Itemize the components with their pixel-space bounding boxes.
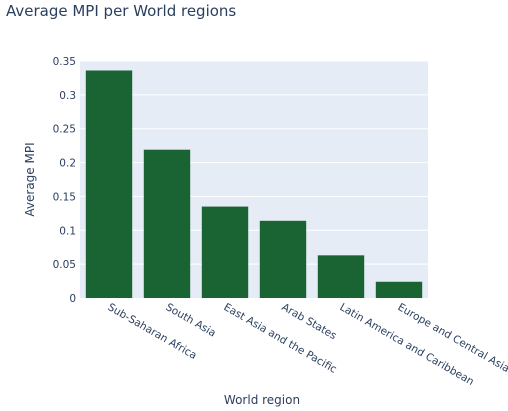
y-tick-label: 0.15 (53, 191, 76, 203)
y-tick-labels: 0 0.05 0.1 0.15 0.2 0.25 0.3 0.35 (53, 56, 76, 305)
y-tick-label: 0.1 (59, 225, 76, 237)
chart-title: Average MPI per World regions (6, 2, 236, 20)
bar (317, 255, 365, 298)
bar (201, 206, 249, 298)
x-tick-label: South Asia (164, 301, 218, 339)
bar (85, 70, 133, 298)
plot-background (80, 61, 428, 298)
bar (259, 220, 307, 298)
y-tick-label: 0.35 (53, 56, 76, 68)
y-tick-label: 0 (69, 293, 76, 305)
bar (143, 149, 191, 298)
y-tick-label: 0.25 (53, 124, 76, 136)
y-axis-title: Average MPI (23, 142, 37, 216)
y-tick-label: 0.2 (59, 158, 76, 170)
x-axis-title: World region (224, 393, 300, 407)
y-tick-label: 0.3 (59, 90, 76, 102)
bar (375, 281, 423, 298)
y-tick-label: 0.05 (53, 259, 76, 271)
gridlines (80, 60, 428, 265)
bars (85, 70, 423, 298)
x-tick-label: East Asia and the Pacific (222, 301, 339, 376)
